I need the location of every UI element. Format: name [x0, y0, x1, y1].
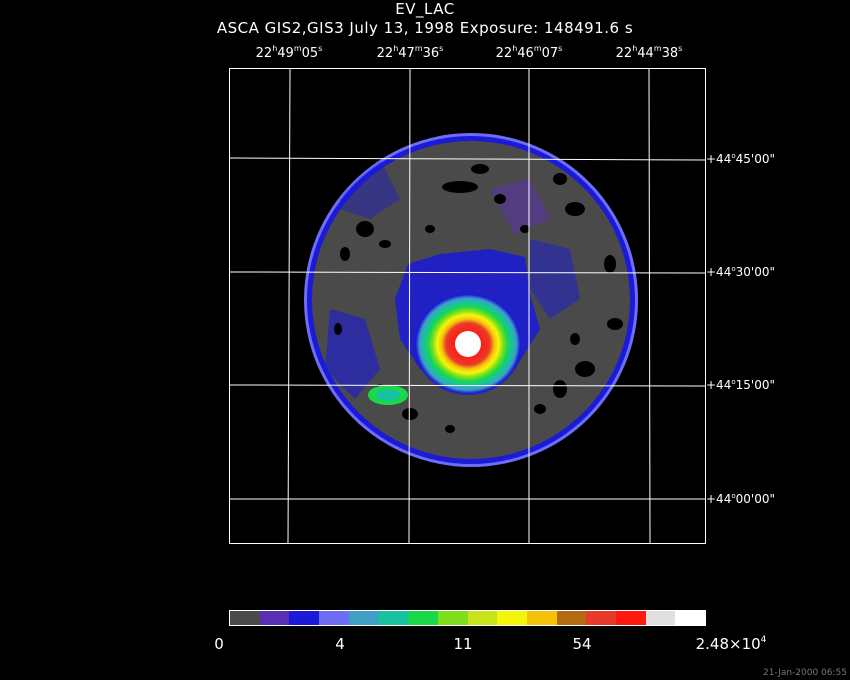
dec-label: +44o00'00" — [706, 492, 776, 506]
colorbar-swatch — [259, 611, 290, 625]
colorbar-swatch — [348, 611, 379, 625]
dec-label: +44o30'00" — [706, 265, 776, 279]
colorbar-swatch — [675, 611, 705, 625]
colorbar-swatch — [556, 611, 587, 625]
colorbar-swatch — [408, 611, 438, 625]
dec-label: +44o15'00" — [706, 378, 776, 392]
ra-label: 22h44m38s — [615, 44, 683, 61]
colorbar-swatch — [645, 611, 676, 625]
colorbar-swatch — [378, 611, 409, 625]
ra-label: 22h47m36s — [376, 44, 444, 61]
colorbar-swatch — [497, 611, 527, 625]
image-title: EV_LAC — [395, 0, 455, 18]
colorbar-swatch — [289, 611, 320, 625]
timestamp: 21-Jan-2000 06:55 — [762, 668, 847, 678]
ra-label: 22h49m05s — [255, 44, 323, 61]
xray-image-frame — [229, 68, 706, 544]
colorbar-swatch — [437, 611, 468, 625]
colorbar-swatch — [319, 611, 349, 625]
observation-subtitle: ASCA GIS2,GIS3 July 13, 1998 Exposure: 1… — [216, 19, 634, 37]
colorbar-swatch — [586, 611, 616, 625]
colorbar-max-tick: 2.48×104 — [695, 635, 767, 653]
colorbar-swatch — [526, 611, 557, 625]
xray-image — [230, 69, 705, 543]
colorbar-swatch — [467, 611, 498, 625]
ra-label: 22h46m07s — [495, 44, 563, 61]
colorbar-swatch — [615, 611, 646, 625]
colorbar-tick: 11 — [453, 635, 473, 653]
colorbar-swatch — [230, 611, 260, 625]
colorbar-tick: 4 — [335, 635, 345, 653]
coordinate-grid — [230, 69, 705, 543]
colorbar — [229, 610, 706, 626]
dec-label: +44o45'00" — [706, 152, 776, 166]
colorbar-tick: 0 — [214, 635, 224, 653]
colorbar-tick: 54 — [572, 635, 592, 653]
